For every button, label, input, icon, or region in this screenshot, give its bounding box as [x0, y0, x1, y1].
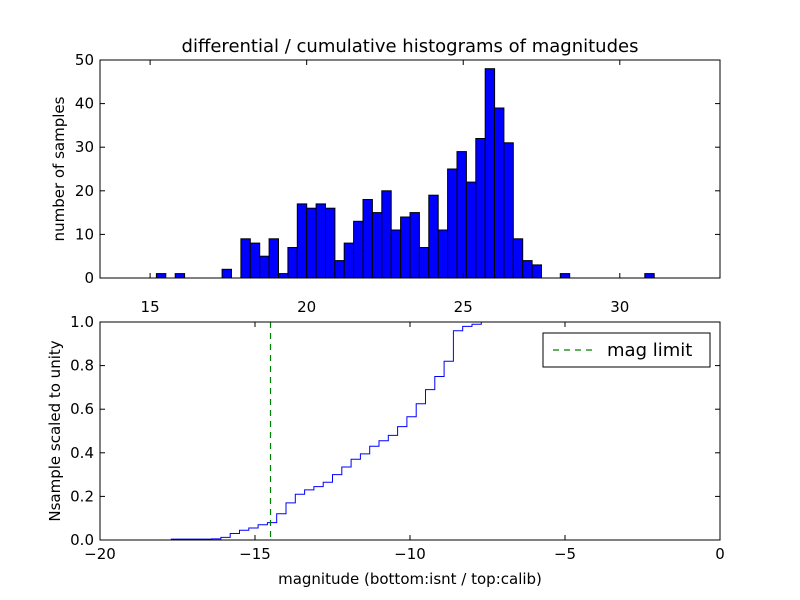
y-tick-label: 10 [75, 225, 94, 243]
histogram-bar [343, 242, 355, 279]
y-tick-label: 50 [75, 51, 94, 69]
histogram-bar [155, 273, 167, 279]
x-tick-label: −20 [84, 545, 116, 563]
cumulative-frame [99, 321, 721, 541]
cumulative-x-label: magnitude (bottom:isnt / top:calib) [278, 570, 542, 588]
histogram-bar [240, 238, 251, 279]
x-tick-label: 15 [141, 298, 160, 316]
histogram-frame [99, 59, 721, 279]
legend-box [542, 332, 711, 368]
y-tick-label: 0.2 [70, 487, 94, 505]
histogram-bar [475, 138, 486, 279]
histogram-bar [418, 247, 430, 279]
histogram-bar [465, 181, 477, 279]
histogram-bar [644, 273, 655, 279]
legend: mag limit [542, 332, 711, 368]
cumulative-panel: 0.0 0.2 0.4 0.6 0.8 1.0 −20 −15 −10 −5 0 Nsample s… [46, 313, 725, 588]
y-tick-label: 0.6 [70, 400, 94, 418]
histogram-bar [390, 229, 402, 279]
histogram-bar [174, 273, 186, 279]
histogram-bar [334, 260, 345, 279]
x-tick-label: −15 [239, 545, 271, 563]
histogram-bar [484, 68, 496, 279]
histogram-bar [381, 190, 392, 279]
histogram-bar [437, 229, 449, 279]
histogram-panel: differential / cumulative histograms of … [50, 36, 721, 316]
x-tick-label: 20 [297, 298, 316, 316]
histogram-bars [155, 68, 655, 279]
histogram-bar [531, 264, 542, 279]
y-tick-label: 20 [75, 182, 94, 200]
histogram-bar [559, 273, 571, 279]
histogram-bar [249, 242, 261, 279]
x-tick-label: −10 [394, 545, 426, 563]
histogram-bar [494, 107, 505, 279]
histogram-bar [221, 268, 233, 279]
y-tick-label: 0 [84, 269, 94, 287]
histogram-bar [306, 207, 317, 279]
histogram-y-label: number of samples [50, 96, 68, 241]
cumulative-ticks: 0.0 0.2 0.4 0.6 0.8 1.0 −20 −15 −10 −5 0 [70, 313, 725, 563]
histogram-bar [456, 151, 467, 279]
histogram-bar [400, 216, 411, 279]
histogram-bar [315, 203, 327, 279]
histogram-bar [362, 199, 373, 279]
x-tick-label: −5 [554, 545, 576, 563]
histogram-bar [278, 273, 289, 279]
x-tick-label: 0 [715, 545, 725, 563]
x-tick-label: 25 [454, 298, 473, 316]
histogram-bar [287, 247, 298, 279]
histogram-bar [296, 203, 308, 279]
histogram-bar [428, 194, 439, 279]
cumulative-step-line [100, 321, 720, 541]
y-tick-label: 0.8 [70, 357, 94, 375]
y-tick-label: 0.0 [70, 531, 94, 549]
histogram-bar [371, 212, 383, 279]
chart-title: differential / cumulative histograms of … [182, 36, 639, 57]
histogram-bar [503, 142, 514, 279]
histogram-bar [325, 207, 336, 279]
histogram-bar [268, 238, 280, 279]
legend-mag-limit-label: mag limit [607, 340, 692, 361]
histogram-bar [512, 238, 524, 279]
y-tick-label: 40 [75, 95, 94, 113]
y-tick-label: 1.0 [70, 313, 94, 331]
histogram-bar [447, 168, 458, 279]
histogram-bar [353, 220, 364, 279]
y-tick-label: 30 [75, 138, 94, 156]
histogram-bar [522, 260, 533, 279]
y-tick-label: 0.4 [70, 444, 94, 462]
histogram-bar [409, 212, 420, 279]
histogram-bar [259, 255, 270, 279]
cumulative-y-label: Nsample scaled to unity [46, 340, 64, 521]
histogram-ticks: 0 10 20 30 40 50 15 20 25 30 [75, 51, 720, 316]
x-tick-label: 30 [610, 298, 629, 316]
